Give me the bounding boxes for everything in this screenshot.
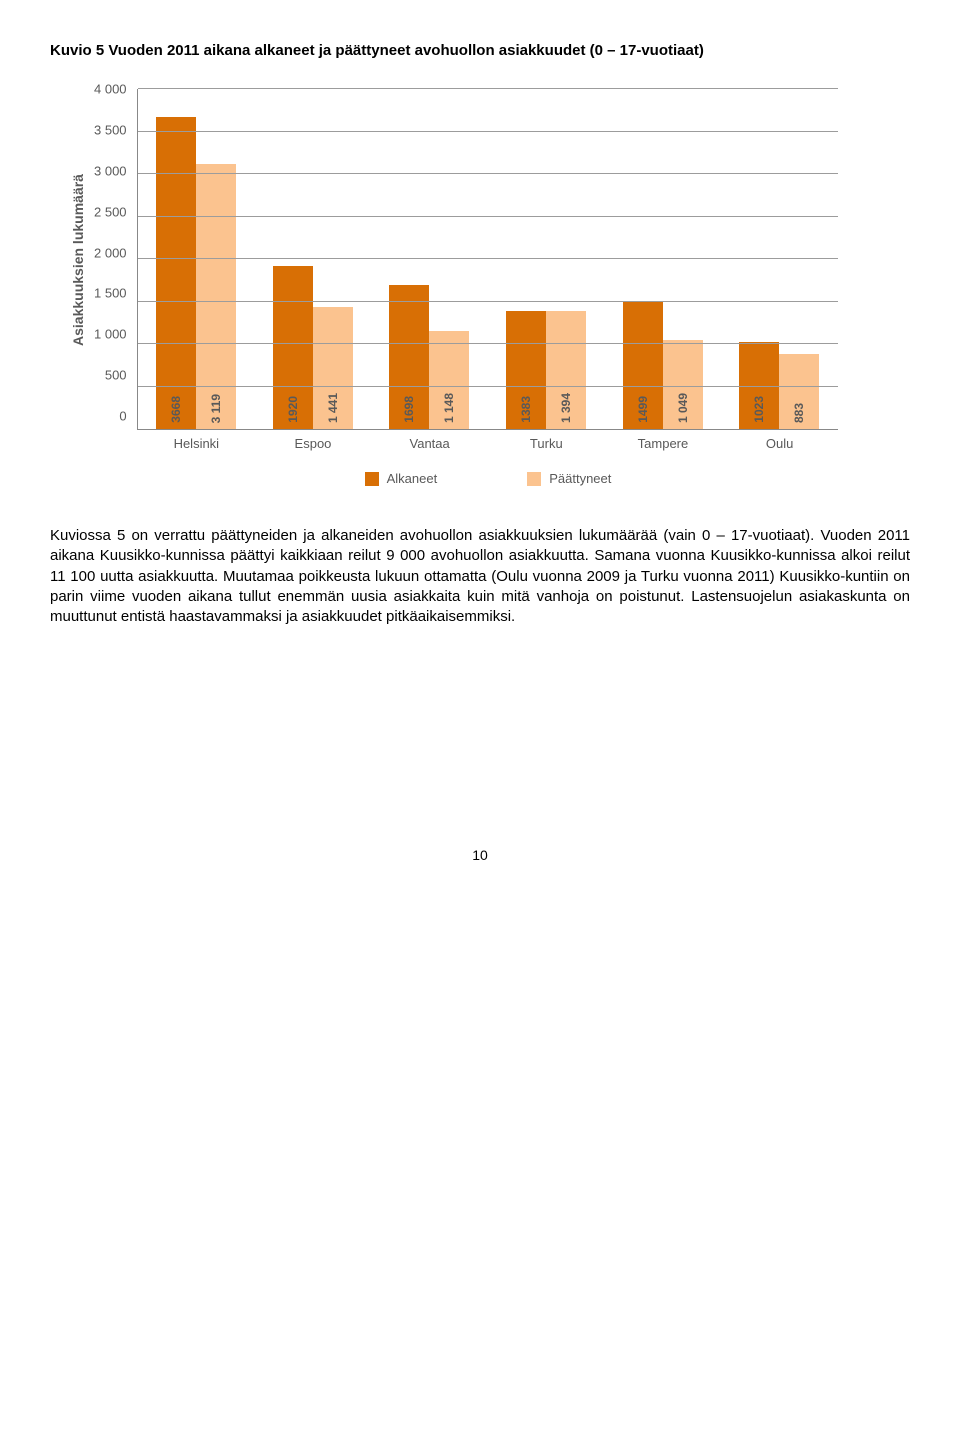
page-number: 10 <box>50 847 910 863</box>
title-bold: Kuvio 5 <box>50 42 104 59</box>
bar: 1 394 <box>546 311 586 429</box>
bar-group: 3668 3 119 <box>156 117 236 429</box>
legend-swatch <box>527 472 541 486</box>
legend: Alkaneet Päättyneet <box>138 471 838 486</box>
bar-value-label: 1023 <box>752 396 766 423</box>
bar: 1 148 <box>429 331 469 429</box>
y-tick: 1 000 <box>94 328 127 341</box>
bar-value-label: 1 394 <box>559 393 573 423</box>
bar: 3 119 <box>196 164 236 429</box>
y-tick: 2 000 <box>94 246 127 259</box>
x-tick-label: Helsinki <box>156 436 236 451</box>
bar-value-label: 3668 <box>169 396 183 423</box>
bar-group: 1920 1 441 <box>273 266 353 429</box>
x-axis-labels: Helsinki Espoo Vantaa Turku Tampere Oulu <box>138 436 838 451</box>
legend-item: Päättyneet <box>527 471 611 486</box>
bar: 1 049 <box>663 340 703 429</box>
bar: 1920 <box>273 266 313 429</box>
gridline <box>138 216 838 217</box>
gridline <box>138 173 838 174</box>
y-tick: 0 <box>94 410 127 423</box>
y-axis-ticks: 4 0003 5003 0002 5002 0001 5001 0005000 <box>94 89 127 429</box>
plot-area: 3668 3 119 1920 1 441 1698 1 148 1383 1 394 1499… <box>137 89 838 430</box>
bar-value-label: 1920 <box>286 396 300 423</box>
bar-value-label: 1 148 <box>442 393 456 423</box>
bar: 1383 <box>506 311 546 429</box>
legend-label: Päättyneet <box>549 471 611 486</box>
x-tick-label: Espoo <box>273 436 353 451</box>
bar-value-label: 1 049 <box>676 393 690 423</box>
bar: 3668 <box>156 117 196 429</box>
y-tick: 1 500 <box>94 287 127 300</box>
legend-item: Alkaneet <box>365 471 438 486</box>
bar-value-label: 1499 <box>636 396 650 423</box>
x-tick-label: Turku <box>506 436 586 451</box>
y-tick: 500 <box>94 369 127 382</box>
bar-value-label: 1698 <box>402 396 416 423</box>
body-paragraph: Kuviossa 5 on verrattu päättyneiden ja a… <box>50 526 910 627</box>
bar-chart: Asiakkuuksien lukumäärä 4 0003 5003 0002… <box>70 89 910 486</box>
bar-value-label: 1383 <box>519 396 533 423</box>
x-tick-label: Vantaa <box>390 436 470 451</box>
y-tick: 2 500 <box>94 205 127 218</box>
bar-value-label: 3 119 <box>209 394 223 423</box>
figure-title: Kuvio 5 Vuoden 2011 aikana alkaneet ja p… <box>50 40 910 61</box>
bar-group: 1698 1 148 <box>389 285 469 429</box>
legend-swatch <box>365 472 379 486</box>
bar-value-label: 1 441 <box>326 393 340 423</box>
gridline <box>138 386 838 387</box>
x-tick-label: Tampere <box>623 436 703 451</box>
bars-container: 3668 3 119 1920 1 441 1698 1 148 1383 1 394 1499… <box>138 89 838 429</box>
x-tick-label: Oulu <box>740 436 820 451</box>
y-tick: 3 500 <box>94 123 127 136</box>
bar: 1 441 <box>313 307 353 429</box>
bar-value-label: 883 <box>792 403 806 423</box>
gridline <box>138 301 838 302</box>
legend-label: Alkaneet <box>387 471 438 486</box>
gridline <box>138 88 838 89</box>
gridline <box>138 258 838 259</box>
y-tick: 3 000 <box>94 164 127 177</box>
bar: 1499 <box>623 302 663 429</box>
gridline <box>138 343 838 344</box>
bar: 1698 <box>389 285 429 429</box>
title-rest: Vuoden 2011 aikana alkaneet ja päättynee… <box>104 42 704 59</box>
y-axis-label: Asiakkuuksien lukumäärä <box>70 90 86 430</box>
bar: 883 <box>779 354 819 429</box>
gridline <box>138 131 838 132</box>
bar-group: 1499 1 049 <box>623 302 703 429</box>
y-tick: 4 000 <box>94 83 127 96</box>
bar-group: 1383 1 394 <box>506 311 586 429</box>
